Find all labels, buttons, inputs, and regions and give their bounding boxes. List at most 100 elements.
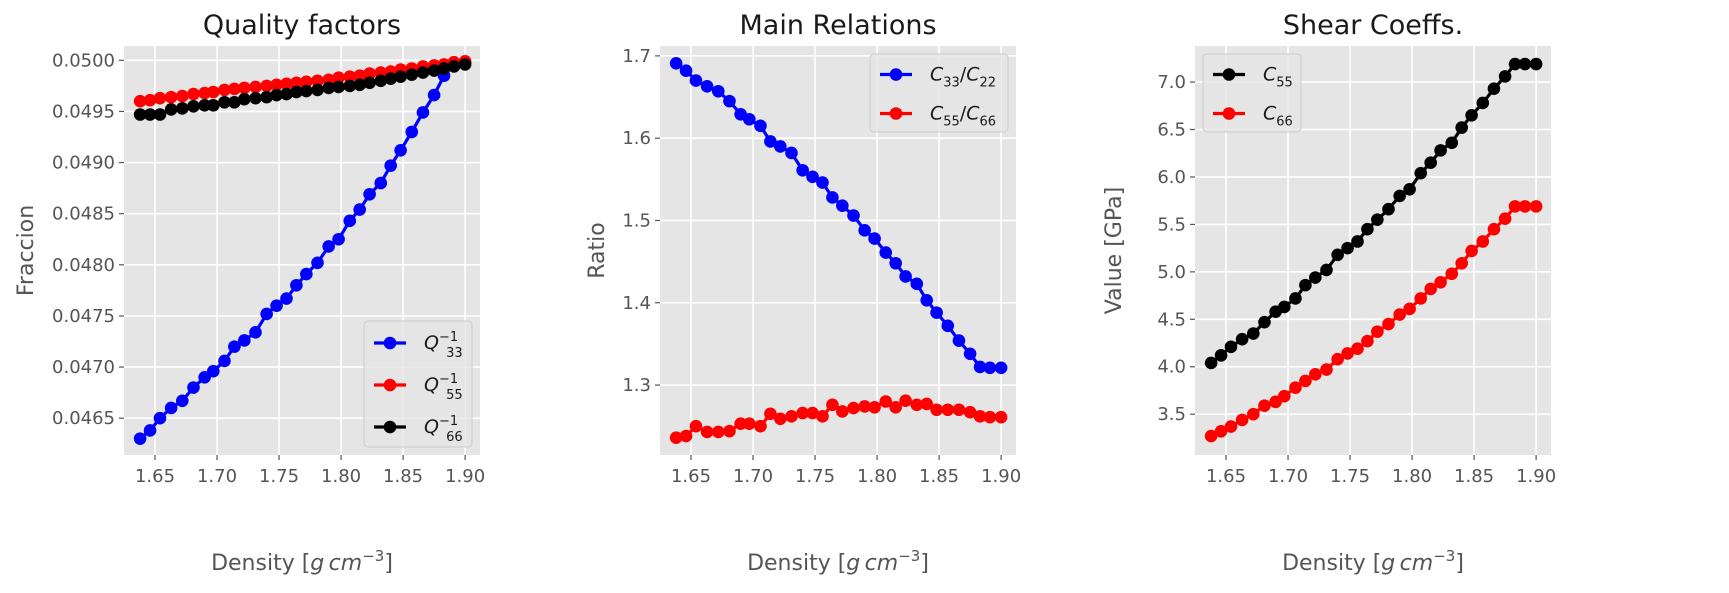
data-point: [280, 77, 293, 91]
data-point: [1445, 136, 1459, 150]
data-point: [1371, 213, 1384, 226]
legend-label: Q−155​: [424, 372, 463, 403]
data-point: [1361, 222, 1374, 236]
data-point: [930, 403, 943, 417]
data-point: [218, 83, 231, 97]
data-point: [363, 187, 376, 201]
data-point: [963, 347, 977, 361]
data-point: [910, 398, 924, 412]
legend-marker: [1222, 68, 1236, 81]
data-point: [1498, 70, 1512, 83]
legend-label: C55​/C66​: [930, 103, 996, 130]
legend-marker: [383, 336, 397, 350]
legend: Q−133​ Q−155​ Q−166​: [363, 320, 473, 448]
data-point: [300, 84, 313, 98]
x-axis-label: Density [g cm−3]: [211, 547, 393, 576]
data-point: [290, 76, 303, 90]
x-tick-label: 1.85: [919, 466, 959, 487]
data-point: [353, 78, 366, 92]
data-point: [1445, 267, 1459, 281]
data-point: [889, 400, 902, 414]
data-point: [322, 81, 335, 95]
y-tick-label: 0.0475: [52, 306, 115, 327]
data-point: [249, 326, 262, 339]
data-point: [1278, 389, 1291, 403]
data-point: [1434, 275, 1447, 289]
data-point: [879, 395, 893, 408]
data-point: [711, 84, 725, 98]
y-tick-label: 0.0470: [52, 357, 115, 378]
data-point: [858, 224, 871, 237]
data-point: [1529, 57, 1543, 71]
data-point: [1498, 212, 1512, 226]
data-point: [689, 419, 703, 433]
data-point: [1455, 257, 1468, 270]
y-tick-label: 1.3: [622, 375, 651, 396]
data-point: [1351, 342, 1364, 356]
data-point: [1309, 368, 1322, 381]
data-point: [218, 95, 231, 109]
chart-panel-shear-coeffs: 1.65 1.70 1.75 1.80 1.85 1.90 3.5 4.0 4.5 5.0 5.5 6…: [1102, 10, 1556, 576]
data-point: [952, 403, 966, 417]
data-point: [175, 102, 189, 115]
series-c55: [1204, 57, 1543, 370]
data-point: [384, 159, 397, 172]
data-point: [394, 70, 407, 83]
data-point: [343, 79, 357, 93]
y-tick-label: 0.0490: [52, 153, 115, 174]
legend-label: Q−133​: [424, 330, 463, 361]
data-point: [754, 119, 767, 133]
series-q66-1: [133, 58, 472, 121]
x-tick-label: 1.70: [733, 466, 773, 487]
y-tick-label: 7.0: [1157, 72, 1186, 93]
x-axis-label: Density [g cm−3]: [1282, 547, 1464, 576]
x-tick-label: 1.70: [1268, 466, 1308, 487]
data-point: [405, 125, 419, 139]
data-point: [416, 106, 430, 119]
data-point: [153, 108, 167, 121]
data-point: [806, 170, 819, 184]
legend: C33​/C22​ C55​/C66​: [869, 53, 1009, 133]
data-point: [1403, 182, 1416, 196]
data-point: [133, 94, 147, 108]
data-point: [332, 232, 345, 246]
data-point: [300, 75, 313, 89]
data-point: [774, 412, 787, 426]
data-point: [143, 93, 157, 107]
legend-label: C33​/C22​: [930, 64, 996, 91]
data-point: [353, 203, 366, 216]
data-point: [1204, 356, 1218, 370]
data-point: [1224, 420, 1238, 433]
data-point: [1289, 292, 1302, 305]
x-tick-label: 1.65: [671, 466, 711, 487]
data-point: [1235, 413, 1249, 427]
data-point: [796, 163, 809, 177]
data-point: [1341, 347, 1354, 360]
legend-marker: [383, 420, 397, 434]
data-point: [847, 209, 860, 222]
data-point: [228, 95, 241, 109]
data-point: [785, 146, 798, 160]
x-tick-label: 1.80: [857, 466, 897, 487]
chart-title: Quality factors: [203, 10, 401, 41]
data-point: [973, 360, 987, 374]
data-point: [133, 432, 147, 445]
data-point: [679, 429, 693, 443]
data-point: [941, 319, 955, 333]
data-point: [416, 66, 430, 79]
data-point: [374, 74, 388, 88]
data-point: [994, 410, 1008, 424]
data-point: [164, 103, 178, 116]
data-point: [952, 334, 966, 347]
data-point: [343, 70, 357, 83]
y-tick-label: 3.5: [1157, 404, 1186, 425]
data-point: [1289, 381, 1302, 394]
y-tick-label: 4.0: [1157, 357, 1186, 378]
data-point: [249, 91, 262, 105]
data-point: [270, 88, 283, 102]
data-point: [187, 381, 200, 394]
data-point: [1414, 292, 1428, 305]
data-point: [1424, 156, 1437, 170]
data-point: [175, 394, 189, 408]
data-point: [1258, 315, 1271, 329]
